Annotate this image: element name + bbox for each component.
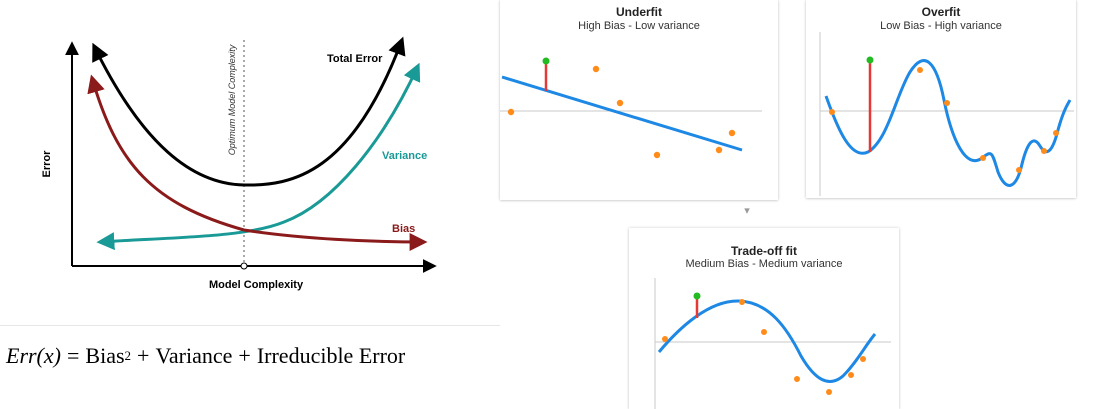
underfit-highlight-point — [542, 57, 550, 65]
overfit-point — [917, 67, 923, 73]
underfit-subtitle: High Bias - Low variance — [578, 20, 700, 32]
tradeoff-point — [739, 299, 745, 305]
underfit-point — [715, 146, 723, 154]
overfit-title: Overfit — [921, 5, 961, 19]
tradeoff-card: Trade-off fit Medium Bias - Medium varia… — [629, 228, 899, 409]
underfit-point — [728, 129, 736, 137]
underfit-point — [592, 65, 600, 73]
underfit-plot — [500, 57, 762, 159]
optimum-label: Optimum Model Complexity — [227, 44, 237, 155]
formula-irreducible: Irreducible Error — [256, 342, 406, 368]
error-chart: Error Model Complexity Optimum Model Com… — [41, 36, 437, 291]
overfit-fit-curve — [824, 59, 1072, 187]
overfit-plot — [819, 32, 1074, 196]
variance-curve — [96, 62, 421, 251]
tradeoff-point — [826, 389, 832, 395]
tradeoff-fit-curve — [657, 299, 877, 383]
overfit-point — [1053, 130, 1059, 136]
overfit-point — [829, 109, 835, 115]
formula-bias: Bias — [85, 342, 125, 368]
formula-plus-2: + — [238, 342, 251, 368]
formula-lhs: Err(x) — [6, 342, 61, 368]
variance-label: Variance — [382, 150, 427, 162]
formula-variance: Variance — [155, 342, 233, 368]
y-axis-label: Error — [41, 150, 53, 178]
tradeoff-point — [848, 372, 854, 378]
tradeoff-point — [794, 376, 800, 382]
formula-bias-exponent: 2 — [124, 347, 132, 363]
bias-curve — [87, 74, 428, 251]
bias-label: Bias — [392, 223, 415, 235]
total-error-label: Total Error — [327, 53, 383, 65]
tradeoff-highlight-point — [693, 292, 701, 300]
overfit-highlight-point — [866, 56, 874, 64]
formula-plus-1: + — [137, 342, 150, 368]
tradeoff-point — [761, 329, 767, 335]
underfit-point — [653, 151, 661, 159]
tradeoff-plot — [654, 278, 891, 409]
optimum-marker — [240, 262, 248, 270]
overfit-card: Overfit Low Bias - High variance — [806, 0, 1076, 198]
overfit-point — [1016, 167, 1022, 173]
tradeoff-title: Trade-off fit — [731, 244, 797, 258]
error-chart-panel: Error Model Complexity Optimum Model Com… — [22, 34, 458, 300]
underfit-fit-line — [501, 75, 743, 152]
underfit-point — [507, 108, 515, 116]
formula-equals: = — [66, 342, 80, 368]
tradeoff-subtitle: Medium Bias - Medium variance — [685, 258, 843, 270]
tradeoff-point — [662, 336, 668, 342]
overfit-point — [980, 155, 986, 161]
underfit-title: Underfit — [616, 5, 662, 19]
arrow-down-icon: ▾ — [744, 204, 750, 217]
underfit-card: Underfit High Bias - Low variance — [500, 0, 778, 200]
x-axis-label: Model Complexity — [209, 279, 304, 291]
tradeoff-point — [860, 356, 866, 362]
overfit-point — [944, 100, 950, 106]
error-formula: Err(x) = Bias 2 + Variance + Irreducible … — [0, 325, 500, 385]
overfit-point — [1041, 148, 1047, 154]
overfit-subtitle: Low Bias - High variance — [880, 20, 1002, 32]
underfit-point — [616, 99, 624, 107]
